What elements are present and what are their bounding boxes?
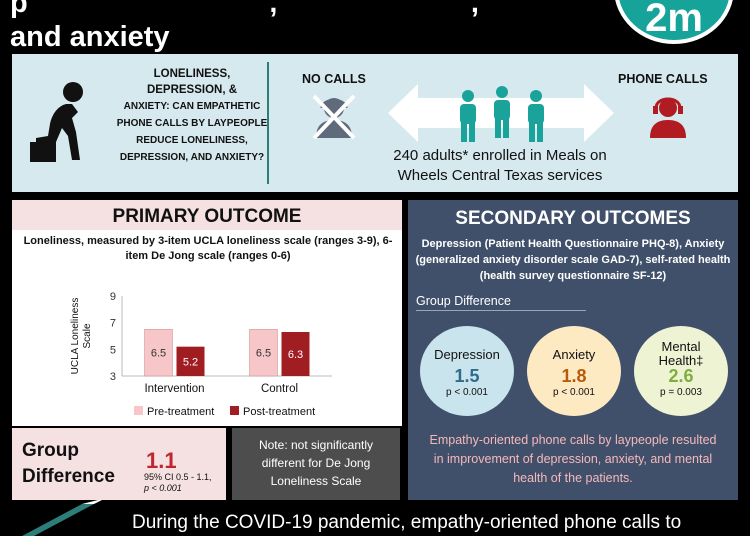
legend-label: Pre-treatment xyxy=(147,406,214,418)
circle-value: 2.6 xyxy=(668,366,694,386)
ci-text: 95% CI 0.5 - 1.1, xyxy=(144,472,212,482)
footer-text: During the COVID-19 pandemic, empathy-or… xyxy=(132,512,682,533)
legend-label: Post-treatment xyxy=(243,406,315,418)
y-tick-label: 3 xyxy=(110,371,116,383)
circle-value: 1.8 xyxy=(561,366,587,386)
circle-name: Mental Health‡ xyxy=(658,339,704,368)
bar-pre-treatment xyxy=(249,329,278,377)
pencil-icon xyxy=(22,500,102,536)
x-category-label: Control xyxy=(261,383,298,395)
secondary-outcomes-title: SECONDARY OUTCOMES xyxy=(455,208,691,229)
loneliness-bar-chart: UCLA LonelinessScale 9 7 5 3 6.5 5.2 Interventi… xyxy=(70,291,332,418)
mental-health-circle: Mental Health‡ 2.6 p = 0.003 xyxy=(634,326,728,416)
confidence-interval: 95% CI 0.5 - 1.1, p < 0.001 xyxy=(144,472,212,494)
question-line-2: DEPRESSION, & xyxy=(146,84,238,96)
enrollment-text: 240 adults* enrolled in Meals on Wheels … xyxy=(393,147,607,184)
x-category-label: Intervention xyxy=(144,383,204,395)
y-tick-label: 7 xyxy=(110,318,116,330)
footer-bar: During the COVID-19 pandemic, empathy-or… xyxy=(12,500,738,536)
group-difference-subheading: Group Difference xyxy=(416,294,586,311)
page-title: p , , and anxiety xyxy=(10,0,479,53)
secondary-outcomes-description: Depression (Patient Health Questionnaire… xyxy=(415,238,731,282)
p-value: p < 0.001 xyxy=(144,483,182,493)
note-text: Note: not significantly different for De… xyxy=(258,438,374,488)
group-difference-box: Group Difference 1.1 95% CI 0.5 - 1.1, p… xyxy=(12,428,226,500)
phone-calls-label: PHONE CALLS xyxy=(618,72,708,86)
header-bar: p , , and anxiety 2m xyxy=(0,0,750,53)
logo-text: 2m xyxy=(645,0,703,40)
no-calls-icon xyxy=(312,94,356,140)
circle-p-value: p < 0.001 xyxy=(446,387,488,398)
primary-outcome-panel: PRIMARY OUTCOME Loneliness, measured by … xyxy=(12,200,402,426)
research-question: LONELINESS, DEPRESSION, & ANXIETY: CAN E… xyxy=(112,66,272,166)
circle-name: Anxiety xyxy=(552,347,596,362)
primary-outcome-description: Loneliness, measured by 3-item UCLA lone… xyxy=(23,235,393,262)
question-line-3: ANXIETY: CAN EMPATHETIC PHONE CALLS BY L… xyxy=(116,101,268,163)
legend-swatch xyxy=(230,406,239,415)
group-difference-value: 1.1 xyxy=(146,448,177,473)
secondary-outcomes-panel: SECONDARY OUTCOMES Depression (Patient H… xyxy=(408,200,738,500)
circle-name: Depression xyxy=(434,347,500,362)
y-tick-label: 5 xyxy=(110,344,116,356)
y-axis-label: UCLA LonelinessScale xyxy=(70,298,93,375)
no-calls-label: NO CALLS xyxy=(302,72,366,86)
bar-data-label: 5.2 xyxy=(183,356,198,368)
bar-data-label: 6.5 xyxy=(151,348,166,360)
divider xyxy=(267,62,269,184)
primary-outcome-title: PRIMARY OUTCOME xyxy=(112,206,302,227)
people-icon xyxy=(460,86,544,142)
thinking-person-icon xyxy=(30,82,83,162)
logo: 2m xyxy=(614,0,734,44)
question-line-1: LONELINESS, xyxy=(153,68,231,80)
bar-pre-treatment xyxy=(144,329,173,377)
depression-circle: Depression 1.5 p < 0.001 xyxy=(420,326,514,416)
bar-data-label: 6.3 xyxy=(288,349,303,361)
anxiety-circle: Anxiety 1.8 p < 0.001 xyxy=(527,326,621,416)
study-design-panel: LONELINESS, DEPRESSION, & ANXIETY: CAN E… xyxy=(12,54,738,192)
bar-data-label: 6.5 xyxy=(256,348,271,360)
primary-title-bar: PRIMARY OUTCOME xyxy=(12,200,402,230)
circle-p-value: p < 0.001 xyxy=(553,387,595,398)
secondary-summary: Empathy-oriented phone calls by laypeopl… xyxy=(429,433,717,485)
circle-value: 1.5 xyxy=(454,366,480,386)
y-tick-label: 9 xyxy=(110,291,116,303)
note-box: Note: not significantly different for De… xyxy=(232,428,400,500)
legend-swatch xyxy=(134,406,143,415)
circle-p-value: p = 0.003 xyxy=(660,387,702,398)
headset-caller-icon xyxy=(650,97,686,138)
bar-post-treatment xyxy=(176,346,205,376)
bar-post-treatment xyxy=(281,332,310,376)
group-difference-label: Group Difference xyxy=(22,440,115,487)
